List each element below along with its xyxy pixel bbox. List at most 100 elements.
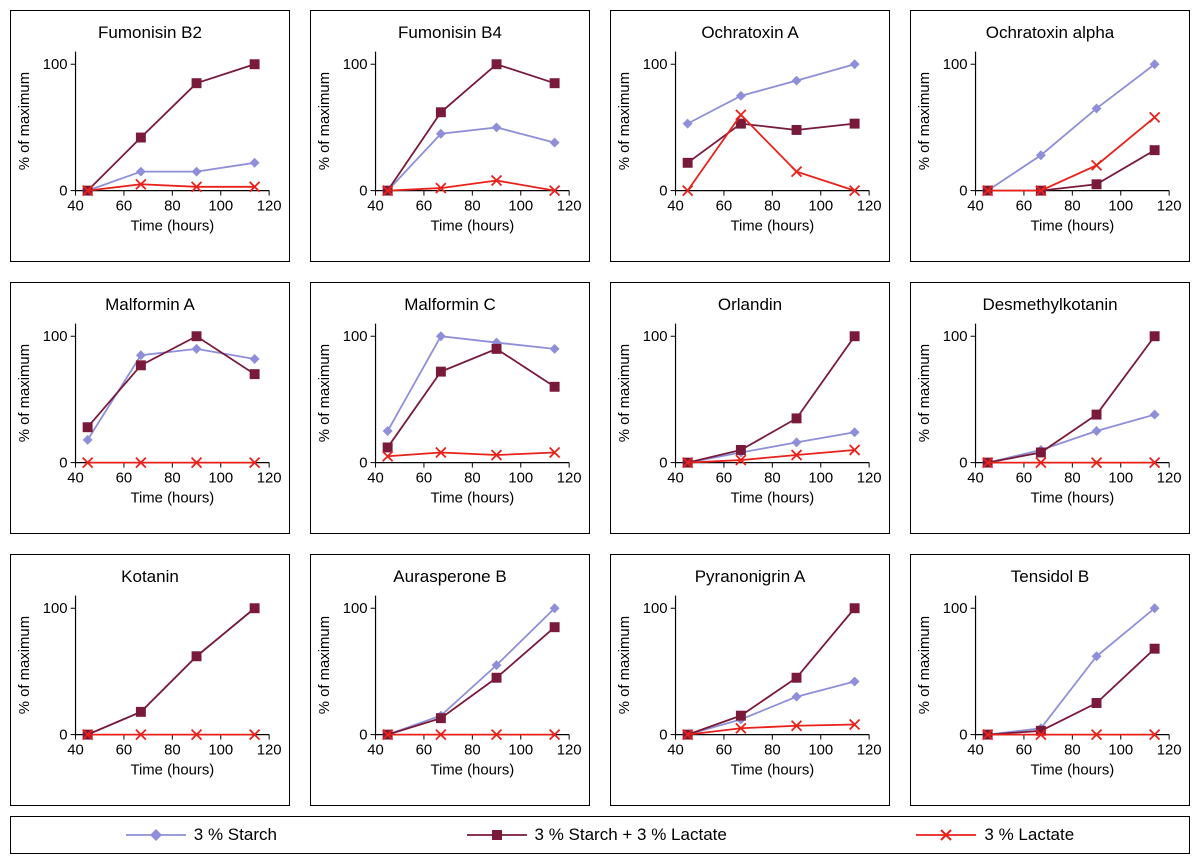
y-axis-label: % of maximum bbox=[317, 344, 333, 442]
y-axis-label: % of maximum bbox=[917, 344, 933, 442]
chart-panel: 406080100120 0100 Time (hours) % of maxi… bbox=[610, 10, 890, 262]
legend-item-lactate: 3 % Lactate bbox=[916, 825, 1074, 845]
series-line bbox=[988, 415, 1155, 463]
y-tick-label: 100 bbox=[343, 601, 368, 617]
chart-svg: 406080100120 0100 Time (hours) % of maxi… bbox=[611, 11, 889, 261]
panel-title: Tensidol B bbox=[1011, 567, 1089, 587]
x-tick-label: 120 bbox=[257, 470, 282, 486]
x-axis-label: Time (hours) bbox=[430, 218, 514, 234]
chart-svg: 406080100120 0100 Time (hours) % of maxi… bbox=[911, 283, 1189, 533]
x-axis-label: Time (hours) bbox=[1030, 218, 1114, 234]
y-tick-label: 100 bbox=[43, 601, 68, 617]
series-line bbox=[688, 608, 855, 734]
panel-title: Pyranonigrin A bbox=[695, 567, 806, 587]
chart-panel: 406080100120 0100 Time (hours) % of maxi… bbox=[10, 554, 290, 806]
chart-panel: 406080100120 0100 Time (hours) % of maxi… bbox=[910, 282, 1190, 534]
series-line bbox=[88, 336, 255, 427]
x-tick-label: 60 bbox=[116, 742, 133, 758]
x-tick-label: 60 bbox=[116, 198, 133, 214]
y-tick-label: 0 bbox=[59, 184, 67, 200]
legend-swatch-2 bbox=[467, 827, 527, 843]
x-tick-label: 60 bbox=[716, 470, 733, 486]
x-axis-label: Time (hours) bbox=[1030, 490, 1114, 506]
x-tick-label: 100 bbox=[808, 742, 833, 758]
x-tick-label: 120 bbox=[1157, 742, 1182, 758]
x-tick-label: 40 bbox=[967, 470, 984, 486]
chart-svg: 406080100120 0100 Time (hours) % of maxi… bbox=[11, 283, 289, 533]
chart-svg: 406080100120 0100 Time (hours) % of maxi… bbox=[911, 11, 1189, 261]
y-tick-label: 0 bbox=[59, 456, 67, 472]
panel-title: Aurasperone B bbox=[393, 567, 506, 587]
x-tick-label: 80 bbox=[464, 742, 481, 758]
chart-svg: 406080100120 0100 Time (hours) % of maxi… bbox=[11, 11, 289, 261]
series-line bbox=[988, 649, 1155, 735]
y-tick-label: 0 bbox=[959, 728, 967, 744]
series-line bbox=[88, 184, 255, 190]
y-tick-label: 100 bbox=[43, 57, 68, 73]
x-tick-label: 100 bbox=[508, 198, 533, 214]
y-tick-label: 100 bbox=[343, 57, 368, 73]
legend-item-starch-lactate: 3 % Starch + 3 % Lactate bbox=[467, 825, 727, 845]
y-tick-label: 0 bbox=[359, 728, 367, 744]
y-tick-label: 0 bbox=[659, 728, 667, 744]
x-axis-label: Time (hours) bbox=[130, 490, 214, 506]
x-tick-label: 60 bbox=[116, 470, 133, 486]
y-axis-label: % of maximum bbox=[17, 344, 33, 442]
x-tick-label: 80 bbox=[764, 470, 781, 486]
x-tick-label: 100 bbox=[208, 198, 233, 214]
x-tick-label: 80 bbox=[764, 198, 781, 214]
x-axis-label: Time (hours) bbox=[130, 218, 214, 234]
x-tick-label: 120 bbox=[257, 742, 282, 758]
series-line bbox=[988, 64, 1155, 190]
y-axis-label: % of maximum bbox=[17, 616, 33, 714]
panel-title: Desmethylkotanin bbox=[982, 295, 1117, 315]
x-tick-label: 120 bbox=[857, 742, 882, 758]
legend-label-1: 3 % Starch bbox=[194, 825, 277, 845]
x-tick-label: 80 bbox=[164, 470, 181, 486]
legend-item-starch: 3 % Starch bbox=[126, 825, 277, 845]
x-axis-label: Time (hours) bbox=[730, 762, 814, 778]
x-tick-label: 100 bbox=[1108, 742, 1133, 758]
y-tick-label: 100 bbox=[643, 57, 668, 73]
x-tick-label: 60 bbox=[716, 198, 733, 214]
chart-panel: 406080100120 0100 Time (hours) % of maxi… bbox=[610, 282, 890, 534]
series-line bbox=[388, 64, 555, 190]
y-axis-label: % of maximum bbox=[617, 344, 633, 442]
chart-panel: 406080100120 0100 Time (hours) % of maxi… bbox=[610, 554, 890, 806]
y-tick-label: 100 bbox=[943, 329, 968, 345]
panel-title: Fumonisin B4 bbox=[398, 23, 502, 43]
series-line bbox=[388, 608, 555, 734]
x-tick-label: 80 bbox=[1064, 742, 1081, 758]
x-tick-label: 40 bbox=[667, 470, 684, 486]
panel-title: Malformin C bbox=[404, 295, 496, 315]
x-tick-label: 40 bbox=[967, 198, 984, 214]
x-tick-label: 100 bbox=[1108, 470, 1133, 486]
y-tick-label: 100 bbox=[643, 329, 668, 345]
x-tick-label: 80 bbox=[1064, 198, 1081, 214]
y-tick-label: 0 bbox=[959, 184, 967, 200]
legend-swatch-1 bbox=[126, 827, 186, 843]
x-tick-label: 40 bbox=[367, 742, 384, 758]
x-axis-label: Time (hours) bbox=[730, 490, 814, 506]
y-axis-label: % of maximum bbox=[17, 72, 33, 170]
y-tick-label: 0 bbox=[659, 184, 667, 200]
series-line bbox=[688, 124, 855, 163]
x-tick-label: 80 bbox=[164, 198, 181, 214]
x-tick-label: 40 bbox=[67, 470, 84, 486]
x-axis-label: Time (hours) bbox=[730, 218, 814, 234]
x-axis-label: Time (hours) bbox=[430, 762, 514, 778]
panel-title: Fumonisin B2 bbox=[98, 23, 202, 43]
x-tick-label: 80 bbox=[464, 470, 481, 486]
series-line bbox=[688, 336, 855, 462]
x-axis-label: Time (hours) bbox=[1030, 762, 1114, 778]
x-tick-label: 40 bbox=[367, 198, 384, 214]
x-tick-label: 60 bbox=[716, 742, 733, 758]
legend-label-2: 3 % Starch + 3 % Lactate bbox=[535, 825, 727, 845]
chart-grid: 40 60 80 100 120 0 100 Time (hours) % of maxi… bbox=[10, 10, 1190, 806]
x-tick-label: 40 bbox=[67, 742, 84, 758]
chart-svg: 406080100120 0100 Time (hours) % of maxi… bbox=[911, 555, 1189, 805]
chart-panel: 406080100120 0100 Time (hours) % of maxi… bbox=[310, 10, 590, 262]
y-tick-label: 100 bbox=[643, 601, 668, 617]
x-tick-label: 120 bbox=[1157, 470, 1182, 486]
y-axis-label: % of maximum bbox=[917, 72, 933, 170]
